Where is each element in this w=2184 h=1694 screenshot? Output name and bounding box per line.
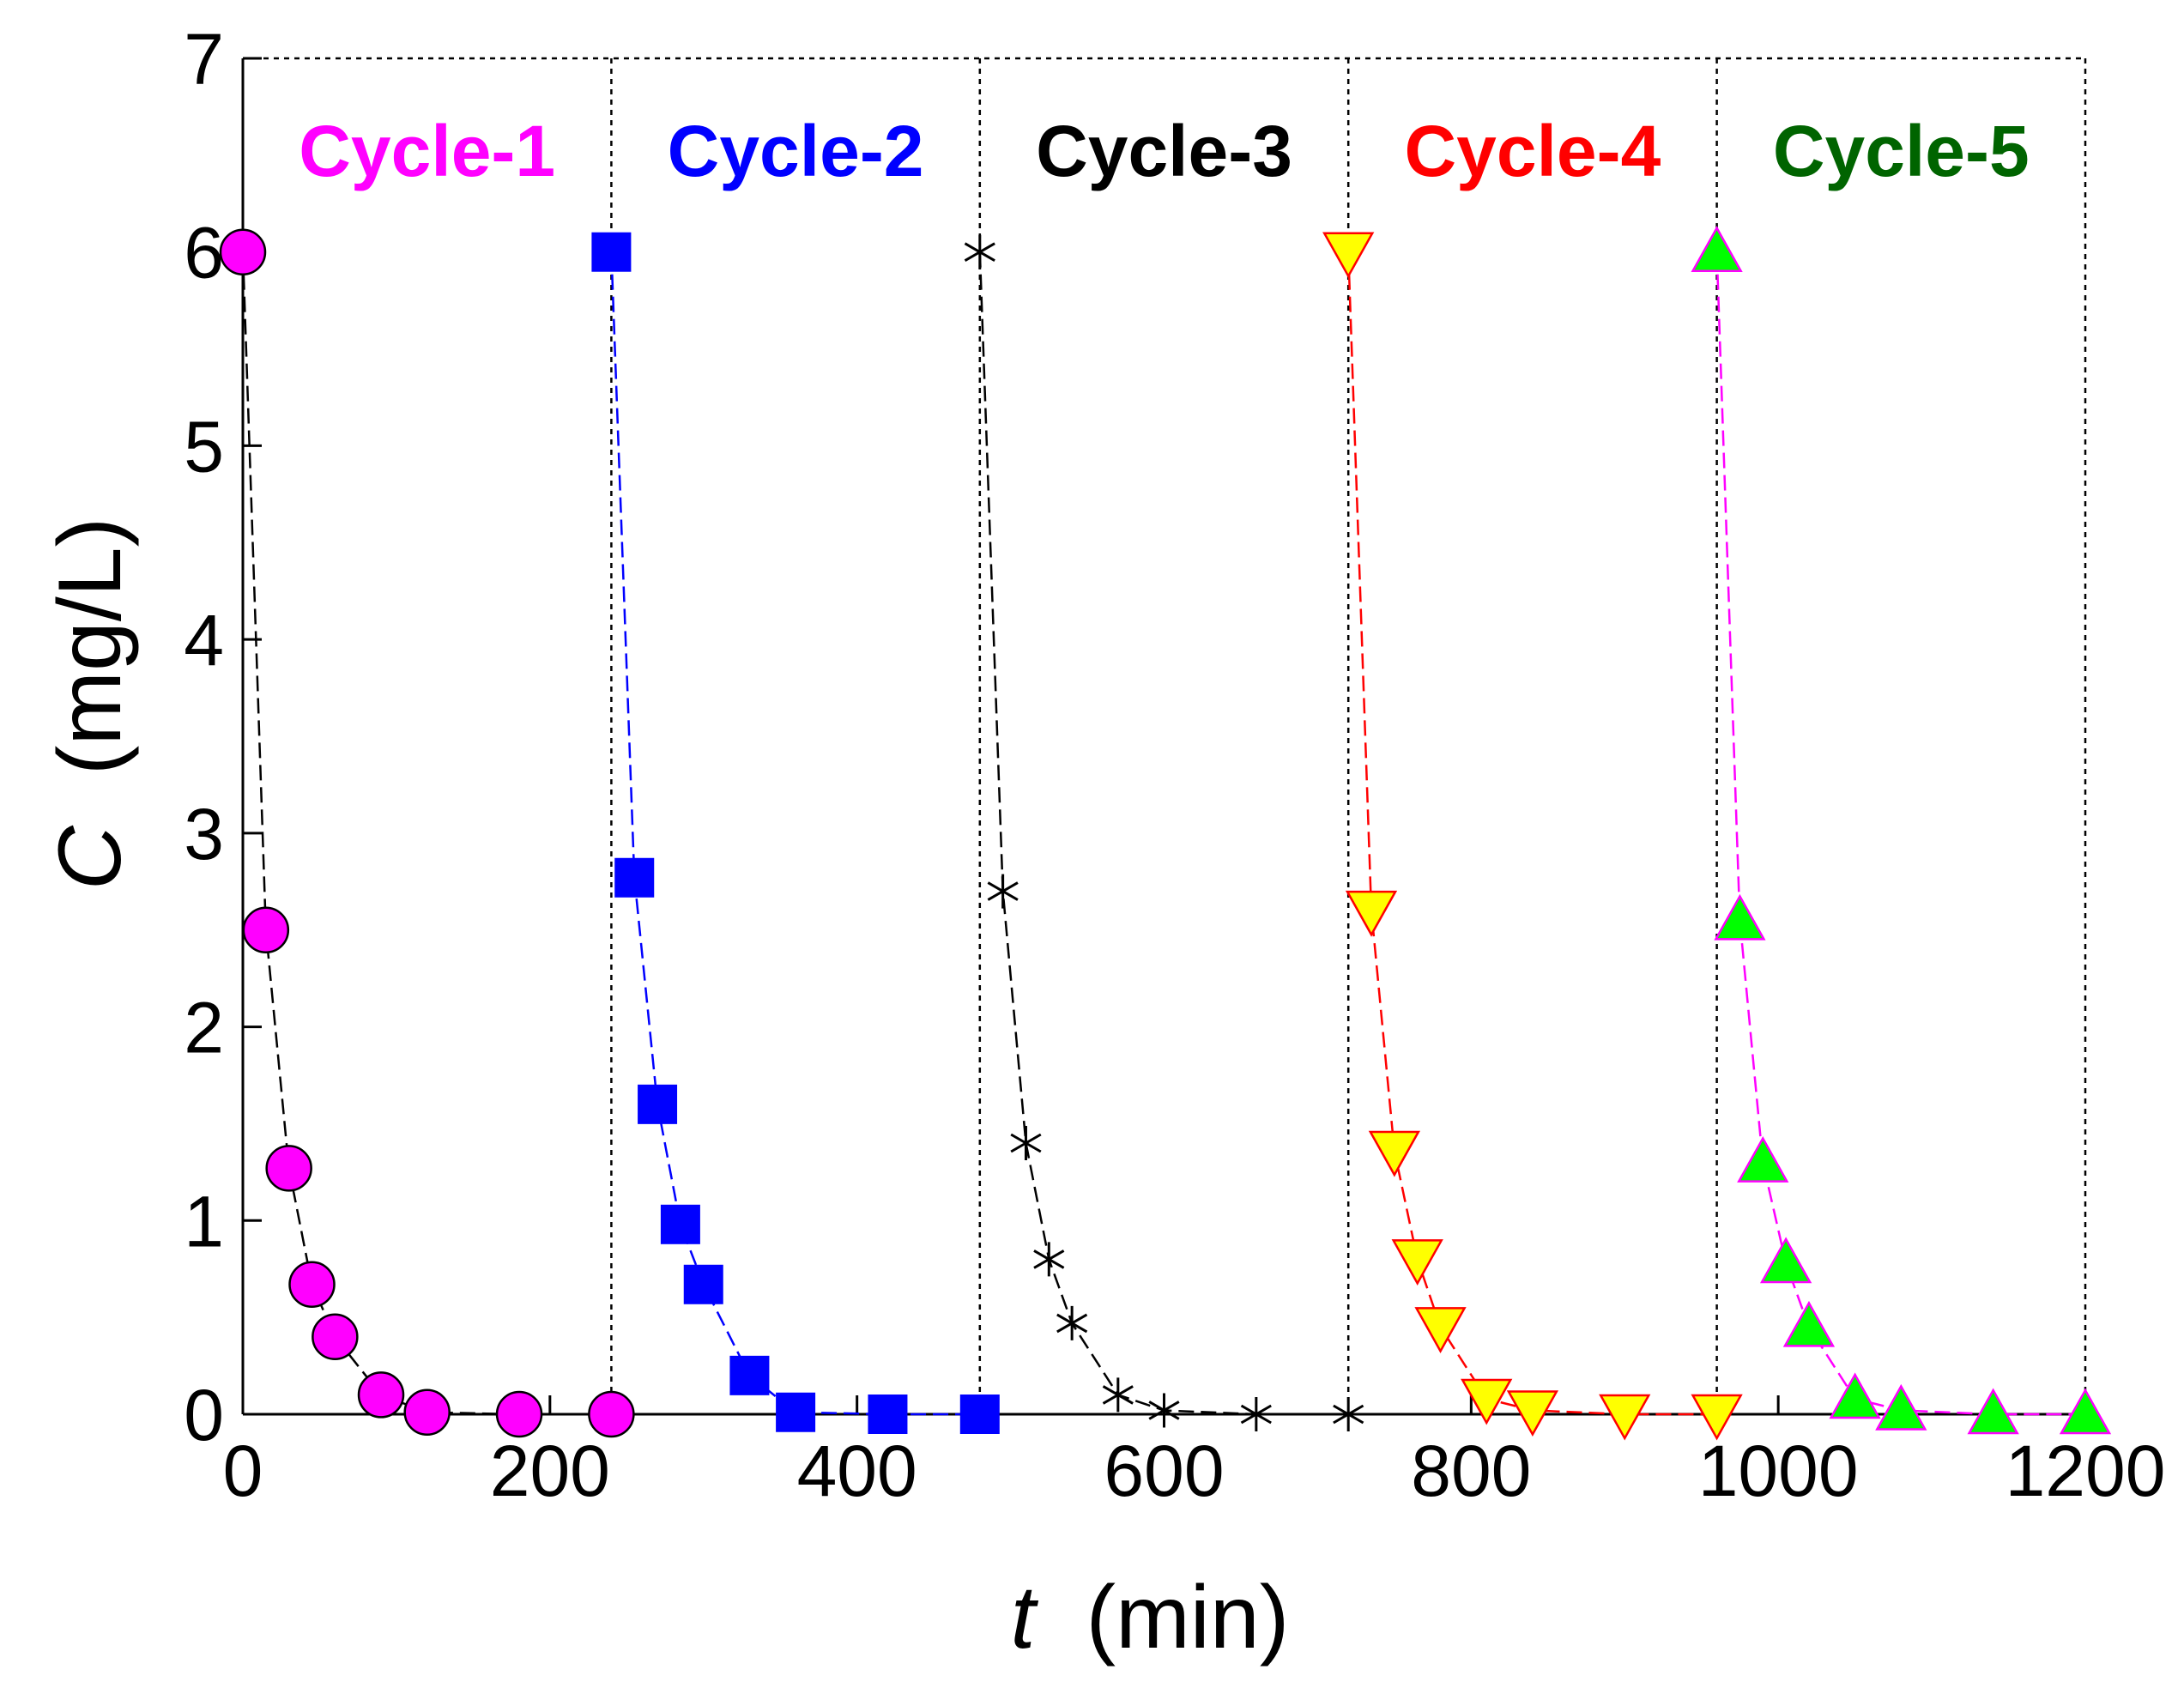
point-cycle-4 — [1691, 1394, 1743, 1441]
series-lines — [241, 251, 2085, 1416]
series-line-cycle-5 — [1715, 251, 2085, 1416]
x-tick-label: 1000 — [1698, 1431, 1859, 1511]
x-tick-label: 600 — [1104, 1431, 1224, 1511]
cycle-label-5: Cycle-5 — [1773, 111, 2030, 191]
x-tick-label: 200 — [490, 1431, 610, 1511]
point-cycle-1 — [219, 228, 267, 275]
x-tick-label: 1200 — [2006, 1431, 2166, 1511]
y-axis-title: C (mg/L) — [40, 517, 140, 891]
x-tick-label: 800 — [1411, 1431, 1531, 1511]
point-cycle-3 — [1240, 1397, 1272, 1431]
point-cycle-4 — [1599, 1394, 1651, 1441]
point-cycle-2 — [591, 232, 632, 272]
point-cycle-3 — [1056, 1305, 1088, 1340]
series-line-cycle-3 — [978, 251, 1349, 1416]
point-cycle-1 — [495, 1390, 543, 1438]
point-cycle-2 — [776, 1392, 816, 1432]
point-cycle-5 — [1875, 1383, 1927, 1431]
point-cycle-2 — [729, 1355, 770, 1395]
point-cycle-2 — [959, 1395, 1000, 1434]
series-line-cycle-1 — [241, 251, 612, 1416]
point-cycle-2 — [868, 1395, 908, 1434]
series-markers — [219, 226, 2112, 1441]
point-cycle-5 — [1714, 893, 1766, 941]
point-cycle-1 — [288, 1261, 336, 1309]
cycle-boundary-lines — [610, 58, 1718, 1414]
point-cycle-3 — [1010, 1126, 1042, 1160]
point-cycle-4 — [1414, 1307, 1467, 1353]
point-cycle-4 — [1391, 1239, 1443, 1286]
point-cycle-4 — [1461, 1378, 1513, 1425]
point-cycle-3 — [987, 874, 1019, 909]
y-axis-unit: (mg/L) — [40, 517, 140, 775]
point-cycle-5 — [1737, 1136, 1789, 1183]
x-axis-unit: (min) — [1086, 1568, 1289, 1667]
y-tick-label: 3 — [184, 794, 224, 874]
point-cycle-3 — [964, 234, 995, 269]
cycle-label-3: Cycle-3 — [1036, 111, 1292, 191]
point-cycle-2 — [683, 1264, 723, 1304]
point-cycle-5 — [2059, 1388, 2112, 1435]
point-cycle-5 — [1691, 226, 1743, 272]
plot-frame — [241, 57, 2087, 1416]
point-cycle-1 — [312, 1313, 359, 1360]
point-cycle-1 — [403, 1388, 451, 1436]
point-cycle-1 — [588, 1390, 635, 1438]
point-cycle-4 — [1345, 890, 1398, 937]
y-tick-label: 6 — [184, 213, 224, 293]
point-cycle-3 — [1033, 1242, 1065, 1277]
x-tick-label: 400 — [797, 1431, 917, 1511]
point-cycle-1 — [242, 906, 290, 953]
y-tick-label: 1 — [184, 1181, 224, 1261]
cycle-label-4: Cycle-4 — [1404, 111, 1661, 191]
point-cycle-4 — [1368, 1130, 1421, 1177]
cycle-label-2: Cycle-2 — [668, 111, 924, 191]
point-cycle-5 — [1782, 1300, 1836, 1347]
y-tick-label: 7 — [184, 19, 224, 100]
point-cycle-1 — [357, 1371, 405, 1419]
y-tick-label: 0 — [184, 1375, 224, 1455]
point-cycle-2 — [614, 857, 655, 898]
x-tick-label: 0 — [223, 1431, 263, 1511]
x-axis-title: t (min) — [1011, 1568, 1290, 1667]
point-cycle-4 — [1322, 232, 1375, 279]
point-cycle-1 — [265, 1145, 312, 1192]
x-axis-symbol: t — [1011, 1568, 1039, 1667]
point-cycle-5 — [1759, 1237, 1812, 1284]
cycle-labels: Cycle-1 Cycle-2 Cycle-3 Cycle-4 Cycle-5 — [299, 111, 2029, 191]
y-tick-label: 5 — [184, 406, 224, 487]
point-cycle-4 — [1506, 1390, 1559, 1437]
point-cycle-3 — [1148, 1393, 1180, 1428]
y-tick-label: 4 — [184, 600, 224, 681]
point-cycle-2 — [660, 1204, 700, 1244]
y-axis-symbol: C — [40, 825, 140, 890]
point-cycle-3 — [1102, 1377, 1134, 1413]
point-cycle-5 — [1829, 1372, 1881, 1419]
cycle-label-1: Cycle-1 — [299, 111, 555, 191]
point-cycle-2 — [638, 1084, 678, 1124]
point-cycle-5 — [1967, 1388, 2019, 1435]
point-cycle-3 — [1333, 1397, 1364, 1431]
axis-ticks: 0 200 400 600 800 1000 1200 0 1 2 3 4 5 6 7 — [184, 19, 2165, 1511]
y-tick-label: 2 — [184, 988, 224, 1068]
